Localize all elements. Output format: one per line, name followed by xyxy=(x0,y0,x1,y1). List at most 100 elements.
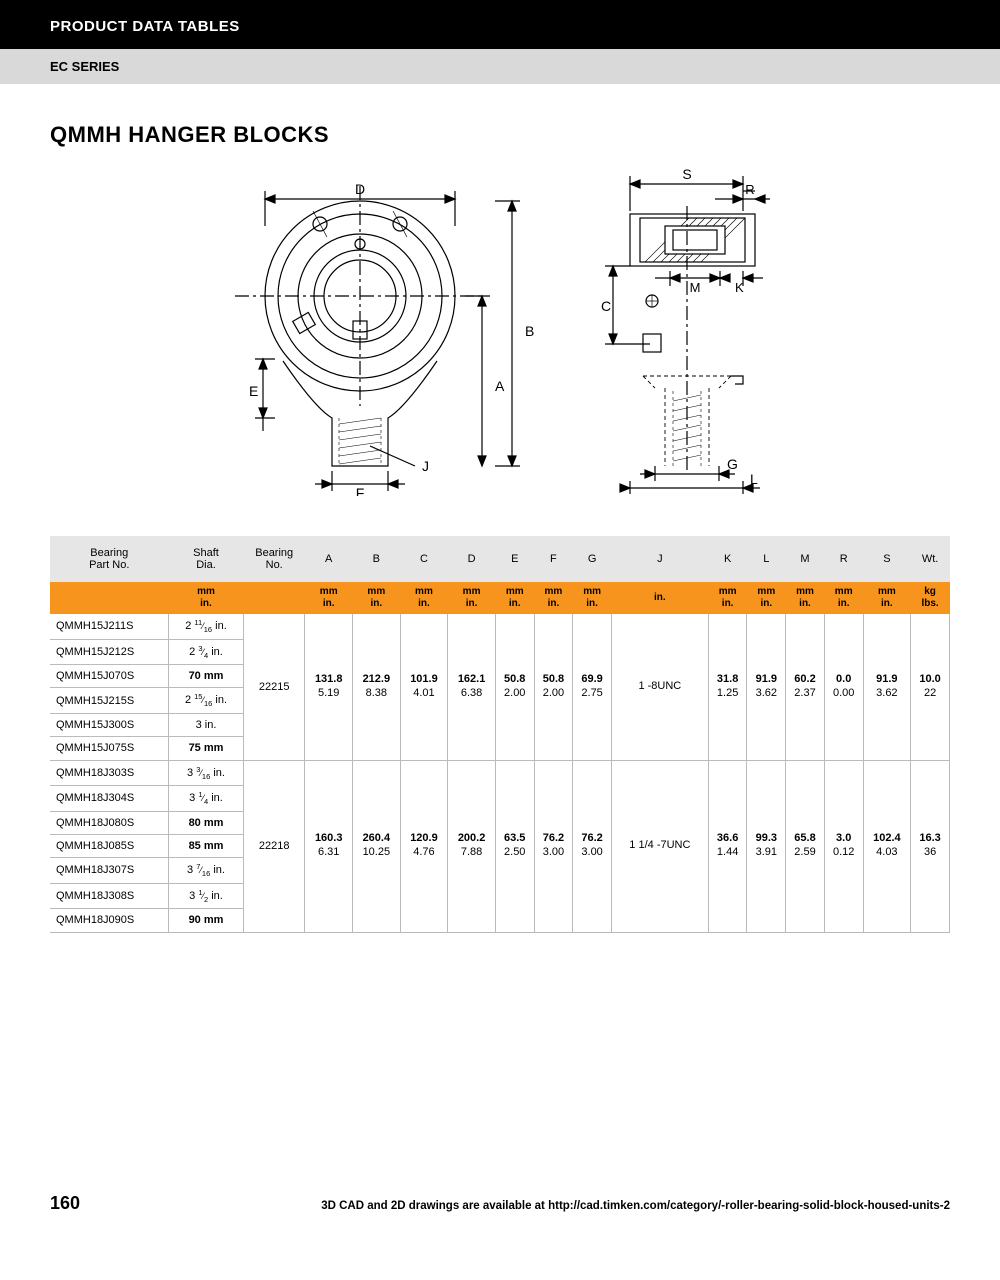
cell-shaft: 3 1⁄4 in. xyxy=(169,786,244,812)
col-header: S xyxy=(863,536,911,582)
svg-text:C: C xyxy=(601,298,611,314)
cell-dim: 3.00.12 xyxy=(824,760,863,932)
cell-dim: 91.93.62 xyxy=(747,614,786,760)
unit-header: mmin. xyxy=(448,582,496,614)
cell-dim: 160.36.31 xyxy=(305,760,353,932)
cell-dim: 69.92.75 xyxy=(573,614,612,760)
cell-partno: QMMH15J070S xyxy=(50,665,169,688)
cell-dim: 65.82.59 xyxy=(786,760,825,932)
cell-dim: 162.16.38 xyxy=(448,614,496,760)
col-header: D xyxy=(448,536,496,582)
cell-partno: QMMH15J075S xyxy=(50,737,169,760)
cell-dim: 101.94.01 xyxy=(400,614,448,760)
diagram-front-view: D xyxy=(205,166,545,496)
unit-header: in. xyxy=(611,582,708,614)
cell-dim: 91.93.62 xyxy=(863,614,911,760)
cell-dim: 260.410.25 xyxy=(353,760,401,932)
cell-dim: 200.27.88 xyxy=(448,760,496,932)
cell-dim: 120.94.76 xyxy=(400,760,448,932)
col-header: L xyxy=(747,536,786,582)
cell-shaft: 3 3⁄16 in. xyxy=(169,760,244,786)
unit-header: mmin. xyxy=(495,582,534,614)
unit-header: mmin. xyxy=(400,582,448,614)
header-black: PRODUCT DATA TABLES xyxy=(0,0,1000,49)
col-header: E xyxy=(495,536,534,582)
unit-header xyxy=(244,582,305,614)
unit-header: kglbs. xyxy=(911,582,950,614)
table-body: QMMH15J211S2 11⁄16 in.22215131.85.19212.… xyxy=(50,614,950,932)
header-gray: EC SERIES xyxy=(0,49,1000,84)
cell-bearingno: 22218 xyxy=(244,760,305,932)
unit-header: mmin. xyxy=(305,582,353,614)
cell-shaft: 3 7⁄16 in. xyxy=(169,858,244,884)
footer-note: 3D CAD and 2D drawings are available at … xyxy=(321,1200,950,1212)
cell-shaft: 70 mm xyxy=(169,665,244,688)
svg-text:E: E xyxy=(249,383,258,399)
col-header: F xyxy=(534,536,573,582)
cell-dim: 1 1/4 -7UNC xyxy=(611,760,708,932)
cell-shaft: 75 mm xyxy=(169,737,244,760)
svg-text:L: L xyxy=(750,471,758,487)
unit-header: mmin. xyxy=(824,582,863,614)
cell-dim: 102.44.03 xyxy=(863,760,911,932)
cell-dim: 60.22.37 xyxy=(786,614,825,760)
table-row: QMMH18J303S3 3⁄16 in.22218160.36.31260.4… xyxy=(50,760,950,786)
cell-partno: QMMH18J307S xyxy=(50,858,169,884)
cell-bearingno: 22215 xyxy=(244,614,305,760)
unit-header xyxy=(50,582,169,614)
cell-dim: 212.98.38 xyxy=(353,614,401,760)
svg-text:S: S xyxy=(682,166,691,182)
col-header: R xyxy=(824,536,863,582)
cell-partno: QMMH18J085S xyxy=(50,834,169,857)
table-header-row: BearingPart No.ShaftDia.BearingNo.ABCDEF… xyxy=(50,536,950,582)
cell-partno: QMMH18J090S xyxy=(50,909,169,932)
col-header: B xyxy=(353,536,401,582)
col-header: C xyxy=(400,536,448,582)
cell-partno: QMMH18J303S xyxy=(50,760,169,786)
col-header: A xyxy=(305,536,353,582)
cell-partno: QMMH15J211S xyxy=(50,614,169,639)
cell-dim: 31.81.25 xyxy=(708,614,747,760)
col-header: ShaftDia. xyxy=(169,536,244,582)
svg-text:G: G xyxy=(727,456,738,472)
cell-partno: QMMH18J304S xyxy=(50,786,169,812)
unit-header: mmin. xyxy=(786,582,825,614)
cell-dim: 1 -8UNC xyxy=(611,614,708,760)
cell-dim: 36.61.44 xyxy=(708,760,747,932)
cell-dim: 76.23.00 xyxy=(534,760,573,932)
table-units-row: mmin.mmin.mmin.mmin.mmin.mmin.mmin.mmin.… xyxy=(50,582,950,614)
cell-shaft: 3 in. xyxy=(169,713,244,736)
unit-header: mmin. xyxy=(573,582,612,614)
col-header: BearingPart No. xyxy=(50,536,169,582)
cell-partno: QMMH15J212S xyxy=(50,639,169,665)
cell-shaft: 2 15⁄16 in. xyxy=(169,688,244,714)
cell-dim: 16.336 xyxy=(911,760,950,932)
page-content: QMMH HANGER BLOCKS D xyxy=(0,84,1000,933)
cell-partno: QMMH15J300S xyxy=(50,713,169,736)
col-header: K xyxy=(708,536,747,582)
cell-partno: QMMH18J080S xyxy=(50,811,169,834)
svg-text:M: M xyxy=(690,280,701,295)
unit-header: mmin. xyxy=(747,582,786,614)
svg-text:J: J xyxy=(422,458,429,474)
col-header: G xyxy=(573,536,612,582)
svg-text:A: A xyxy=(495,378,505,394)
svg-text:F: F xyxy=(356,485,365,496)
col-header: BearingNo. xyxy=(244,536,305,582)
cell-dim: 99.33.91 xyxy=(747,760,786,932)
page-number: 160 xyxy=(50,1193,80,1214)
col-header: M xyxy=(786,536,825,582)
svg-text:R: R xyxy=(745,182,754,197)
cell-dim: 10.022 xyxy=(911,614,950,760)
cell-shaft: 3 1⁄2 in. xyxy=(169,883,244,909)
cell-dim: 50.82.00 xyxy=(495,614,534,760)
cell-partno: QMMH15J215S xyxy=(50,688,169,714)
page-title: QMMH HANGER BLOCKS xyxy=(50,122,950,148)
svg-text:K: K xyxy=(735,280,744,295)
cell-shaft: 80 mm xyxy=(169,811,244,834)
table-row: QMMH15J211S2 11⁄16 in.22215131.85.19212.… xyxy=(50,614,950,639)
cell-shaft: 2 3⁄4 in. xyxy=(169,639,244,665)
unit-header: mmin. xyxy=(353,582,401,614)
cell-dim: 63.52.50 xyxy=(495,760,534,932)
cell-dim: 50.82.00 xyxy=(534,614,573,760)
